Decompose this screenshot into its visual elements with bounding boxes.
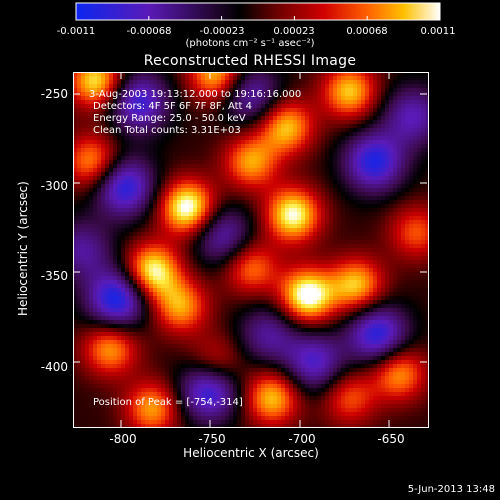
plot-area (73, 72, 429, 428)
y-tick-label: -250 (40, 87, 68, 101)
energy-range-annotation: Energy Range: 25.0 - 50.0 keV (93, 113, 246, 124)
clean-counts-annotation: Clean Total counts: 3.31E+03 (93, 125, 241, 136)
x-tick-label: -750 (198, 432, 226, 446)
y-tick-label: -400 (40, 360, 68, 374)
colorbar (75, 2, 441, 21)
colorbar-tick-label: -0.00023 (199, 26, 245, 37)
colorbar-tick-label: 0.0011 (420, 26, 456, 37)
timestamp: 5-Jun-2013 13:48 (407, 484, 495, 495)
x-axis-title: Heliocentric X (arcsec) (183, 446, 319, 460)
time-range-annotation: 3-Aug-2003 19:13:12.000 to 19:16:16.000 (89, 89, 302, 100)
colorbar-units: (photons cm⁻² s⁻¹ asec⁻²) (185, 38, 315, 49)
y-tick-label: -350 (40, 269, 68, 283)
colorbar-gradient (75, 2, 441, 21)
colorbar-tick-label: 0.00023 (273, 26, 315, 37)
x-tick-label: -800 (109, 432, 137, 446)
x-tick-label: -700 (288, 432, 316, 446)
x-tick-label: -650 (377, 432, 405, 446)
peak-position-annotation: Position of Peak = [-754,-314] (93, 397, 243, 408)
colorbar-tick-label: 0.00068 (346, 26, 388, 37)
detectors-annotation: Detectors: 4F 5F 6F 7F 8F, Att 4 (93, 101, 253, 112)
plot-title: Reconstructed RHESSI Image (143, 53, 357, 69)
y-tick-label: -300 (40, 179, 68, 193)
colorbar-tick-label: -0.0011 (56, 26, 96, 37)
rhessi-image-heatmap (73, 72, 429, 428)
y-axis-title: Heliocentric Y (arcsec) (16, 181, 30, 316)
colorbar-tick-label: -0.00068 (126, 26, 172, 37)
